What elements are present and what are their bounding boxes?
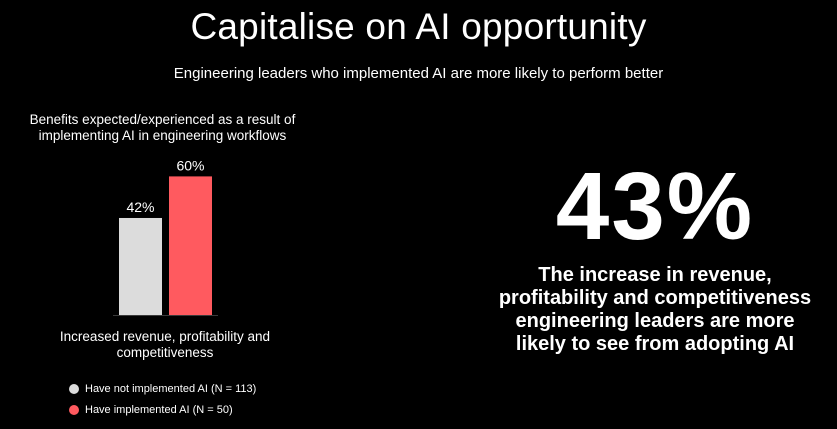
highlight-stat: 43%: [555, 153, 755, 260]
page-title: Capitalise on AI opportunity: [190, 6, 647, 47]
chart-title: Benefits expected/experienced as a resul…: [29, 112, 296, 143]
bar-implemented: [169, 176, 212, 315]
page-subtitle: Engineering leaders who implemented AI a…: [173, 65, 664, 82]
legend-item-implemented: Have implemented AI (N = 50): [69, 404, 233, 416]
legend-label-implemented: Have implemented AI (N = 50): [85, 404, 233, 416]
data-label-not-implemented: 42%: [126, 199, 154, 215]
highlight-caption: The increase in revenue, profitability a…: [498, 264, 812, 355]
legend-swatch-not-implemented: [69, 384, 79, 394]
legend-item-not-implemented: Have not implemented AI (N = 113): [69, 383, 256, 395]
data-label-implemented: 60%: [176, 157, 204, 173]
category-label: Increased revenue, profitability and com…: [59, 329, 271, 360]
bar-not-implemented: [119, 217, 162, 315]
legend-swatch-implemented: [69, 405, 79, 415]
legend-label-not-implemented: Have not implemented AI (N = 113): [85, 383, 257, 395]
